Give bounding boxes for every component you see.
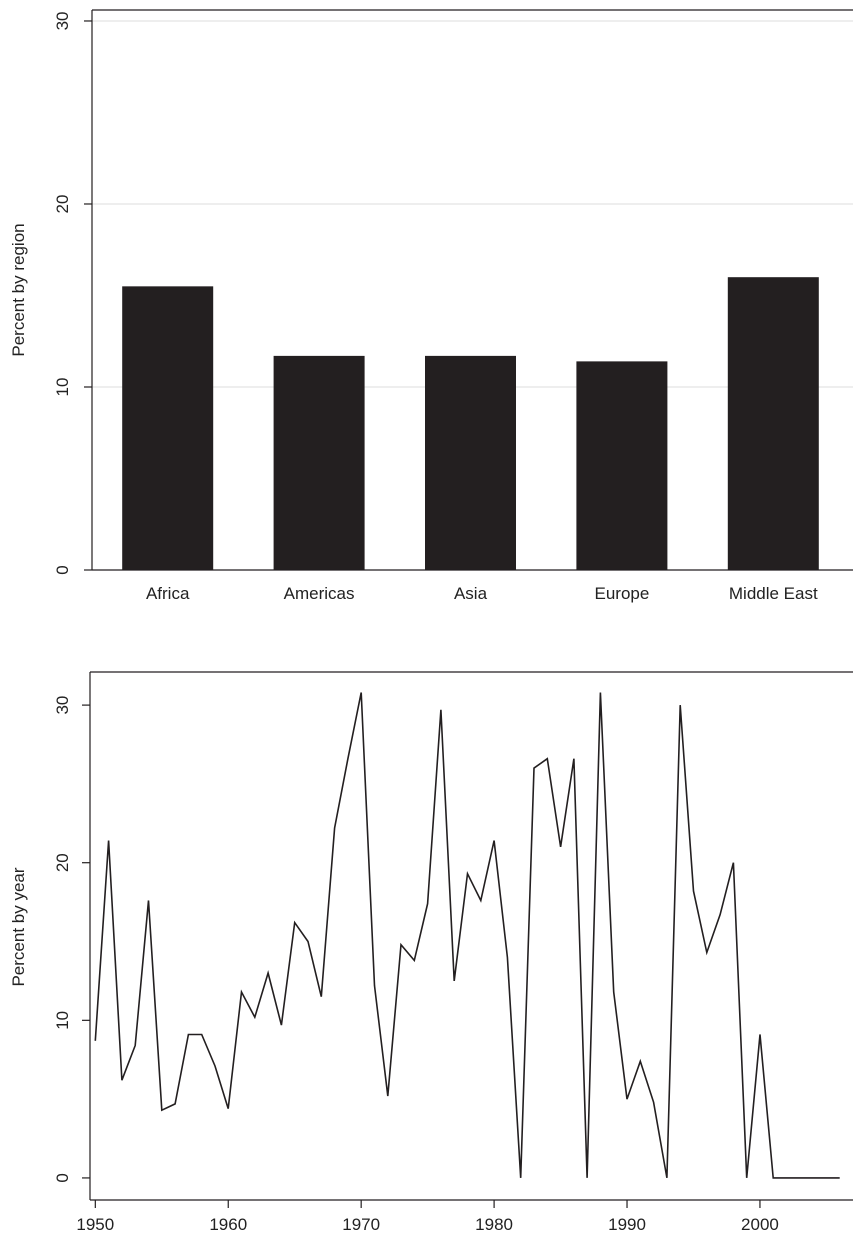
data-point — [280, 1024, 282, 1026]
bar — [122, 286, 214, 570]
data-point — [294, 921, 296, 923]
data-point — [373, 984, 375, 986]
data-point — [706, 951, 708, 953]
data-point — [799, 1177, 801, 1179]
data-point — [785, 1177, 787, 1179]
x-tick-label: Americas — [284, 584, 355, 603]
y-tick-label: 20 — [53, 195, 72, 214]
data-point — [134, 1044, 136, 1046]
data-point — [812, 1177, 814, 1179]
data-point — [440, 709, 442, 711]
x-tick-label: Asia — [454, 584, 488, 603]
data-point — [639, 1060, 641, 1062]
data-point — [240, 991, 242, 993]
line-chart-by-year: Percent by year 0 10 20 30 1950 1960 1970 1980 1… — [9, 671, 853, 1234]
bar-chart-by-region: Percent by region Africa Americas Asia Euro… — [9, 9, 853, 603]
data-point — [480, 899, 482, 901]
series-line — [94, 692, 840, 1179]
y-tick-label: 0 — [53, 1173, 72, 1182]
data-point — [161, 1109, 163, 1111]
data-point — [107, 839, 109, 841]
y-axis-label: Percent by year — [9, 867, 28, 986]
data-point — [347, 757, 349, 759]
data-point — [426, 902, 428, 904]
data-point — [214, 1065, 216, 1067]
data-point — [307, 940, 309, 942]
data-point — [546, 757, 548, 759]
data-point — [652, 1101, 654, 1103]
data-point — [200, 1033, 202, 1035]
data-point — [360, 691, 362, 693]
bar — [273, 355, 365, 570]
data-point — [732, 862, 734, 864]
y-tick-label: 20 — [53, 853, 72, 872]
data-point — [254, 1016, 256, 1018]
data-point — [174, 1103, 176, 1105]
data-point — [453, 980, 455, 982]
data-point — [586, 1177, 588, 1179]
data-point — [772, 1177, 774, 1179]
x-tick-label: 2000 — [741, 1215, 779, 1234]
data-point — [825, 1177, 827, 1179]
data-point — [745, 1177, 747, 1179]
data-point — [400, 943, 402, 945]
y-axis-label: Percent by region — [9, 223, 28, 356]
y-tick-label: 0 — [53, 565, 72, 574]
y-tick-label: 10 — [53, 1011, 72, 1030]
data-point — [94, 1040, 96, 1042]
x-tick-label: 1960 — [209, 1215, 247, 1234]
data-point — [227, 1107, 229, 1109]
x-tick-label: 1970 — [342, 1215, 380, 1234]
data-point — [839, 1177, 841, 1179]
data-point — [320, 995, 322, 997]
data-point — [679, 704, 681, 706]
data-point — [387, 1095, 389, 1097]
data-point — [519, 1177, 521, 1179]
data-point — [493, 839, 495, 841]
data-point — [187, 1033, 189, 1035]
data-point — [506, 956, 508, 958]
data-point — [147, 899, 149, 901]
bar — [576, 361, 668, 570]
data-point — [559, 846, 561, 848]
x-tick-label: Europe — [594, 584, 649, 603]
x-tick-label: Africa — [146, 584, 190, 603]
data-point — [759, 1033, 761, 1035]
y-tick-label: 30 — [53, 12, 72, 31]
y-tick-label: 30 — [53, 696, 72, 715]
x-tick-label: 1990 — [608, 1215, 646, 1234]
data-point — [413, 959, 415, 961]
x-tick-label: 1980 — [475, 1215, 513, 1234]
data-point — [573, 757, 575, 759]
data-point — [267, 972, 269, 974]
data-point — [333, 827, 335, 829]
bar — [727, 277, 819, 570]
data-point — [613, 991, 615, 993]
data-point — [599, 691, 601, 693]
x-tick-label: Middle East — [729, 584, 818, 603]
data-point — [666, 1177, 668, 1179]
data-point — [533, 767, 535, 769]
y-tick-label: 10 — [53, 378, 72, 397]
data-point — [719, 914, 721, 916]
bar — [425, 355, 516, 570]
data-point — [466, 873, 468, 875]
data-point — [121, 1079, 123, 1081]
x-tick-label: 1950 — [76, 1215, 114, 1234]
data-point — [692, 890, 694, 892]
data-point — [626, 1098, 628, 1100]
